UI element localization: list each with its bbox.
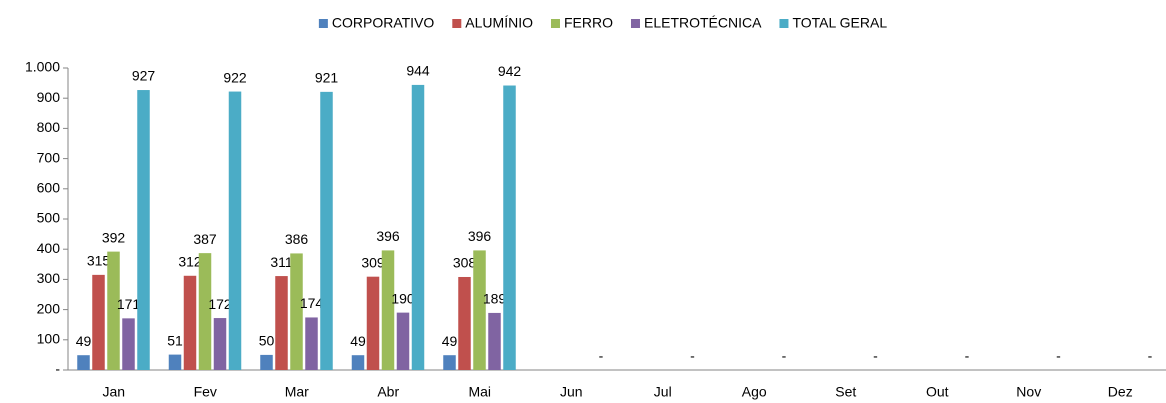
data-label: -	[1148, 348, 1153, 364]
x-tick-label: Mar	[285, 384, 309, 400]
data-label: 312	[178, 253, 202, 269]
legend-swatch	[452, 19, 462, 28]
data-label: 49	[76, 333, 92, 349]
data-label: 174	[300, 295, 324, 311]
bar	[381, 250, 395, 370]
y-tick-label: 200	[37, 300, 61, 316]
x-tick-label: Ago	[742, 384, 767, 400]
data-label: 396	[376, 228, 400, 244]
legend-label: CORPORATIVO	[332, 15, 435, 31]
data-label: 49	[350, 333, 366, 349]
x-tick-label: Nov	[1016, 384, 1041, 400]
data-label: 309	[361, 254, 385, 270]
data-label: 189	[483, 291, 507, 307]
bar	[107, 251, 120, 370]
data-label: 921	[315, 70, 339, 86]
bar	[411, 84, 425, 371]
legend-swatch	[550, 19, 560, 28]
bar	[366, 276, 380, 370]
bar	[443, 355, 456, 370]
data-label: 50	[259, 333, 275, 349]
x-tick-label: Set	[835, 384, 856, 400]
bar	[305, 317, 318, 370]
bar	[77, 355, 90, 370]
bar	[503, 85, 516, 371]
x-tick-label: Fev	[194, 384, 217, 400]
x-tick-label: Jul	[654, 384, 672, 400]
bar	[92, 274, 105, 370]
bar	[488, 312, 501, 370]
legend-label: ALUMÍNIO	[465, 15, 533, 31]
data-label: 922	[223, 69, 247, 85]
y-tick-label: 100	[37, 331, 61, 347]
data-label: 171	[117, 296, 141, 312]
bar	[290, 253, 303, 370]
legend-swatch	[779, 19, 789, 28]
bar	[137, 90, 150, 371]
data-label: 172	[208, 296, 232, 312]
data-label: -	[690, 348, 695, 364]
bar	[320, 91, 333, 370]
legend-label: TOTAL GERAL	[792, 15, 887, 31]
data-label: 386	[285, 231, 309, 247]
y-tick-label: 900	[37, 89, 61, 105]
x-tick-label: Out	[926, 384, 949, 400]
y-tick-label: 1.000	[25, 59, 60, 75]
data-label: -	[782, 348, 787, 364]
bar	[458, 276, 471, 370]
data-label: -	[1056, 348, 1061, 364]
y-tick-label: 300	[37, 270, 61, 286]
data-label: 51	[167, 332, 183, 348]
y-tick-label: 600	[37, 180, 61, 196]
bar	[198, 253, 212, 370]
bar	[168, 354, 182, 370]
data-label: 190	[391, 290, 415, 306]
bar	[473, 250, 486, 370]
bar	[213, 318, 227, 370]
bar	[228, 91, 242, 370]
y-tick-label: 400	[37, 240, 61, 256]
data-label: -	[599, 348, 604, 364]
bar	[183, 275, 197, 370]
y-tick-label: -	[55, 361, 60, 377]
y-tick-label: 800	[37, 119, 61, 135]
bar	[351, 355, 365, 370]
x-tick-label: Mai	[468, 384, 491, 400]
legend-label: ELETROTÉCNICA	[644, 15, 762, 31]
data-label: -	[965, 348, 970, 364]
y-tick-label: 700	[37, 149, 61, 165]
data-label: 308	[453, 255, 477, 271]
legend-swatch	[630, 19, 640, 28]
data-label: 311	[270, 254, 293, 270]
data-label: 49	[442, 333, 458, 349]
bar	[275, 276, 288, 370]
bar	[260, 354, 273, 370]
bar	[122, 318, 135, 370]
data-label: 396	[468, 228, 492, 244]
legend-swatch	[318, 19, 328, 28]
bar	[396, 312, 410, 370]
x-tick-label: Jan	[102, 384, 125, 400]
x-tick-label: Jun	[560, 384, 583, 400]
x-tick-label: Abr	[377, 384, 399, 400]
data-label: 942	[498, 63, 522, 79]
data-label: -	[873, 348, 878, 364]
data-label: 315	[87, 253, 111, 269]
data-label: 392	[102, 229, 126, 245]
legend-label: FERRO	[564, 15, 613, 31]
data-label: 387	[193, 231, 217, 247]
data-label: 927	[132, 68, 156, 84]
data-label: 944	[406, 63, 430, 79]
x-tick-label: Dez	[1108, 384, 1133, 400]
y-tick-label: 500	[37, 210, 61, 226]
